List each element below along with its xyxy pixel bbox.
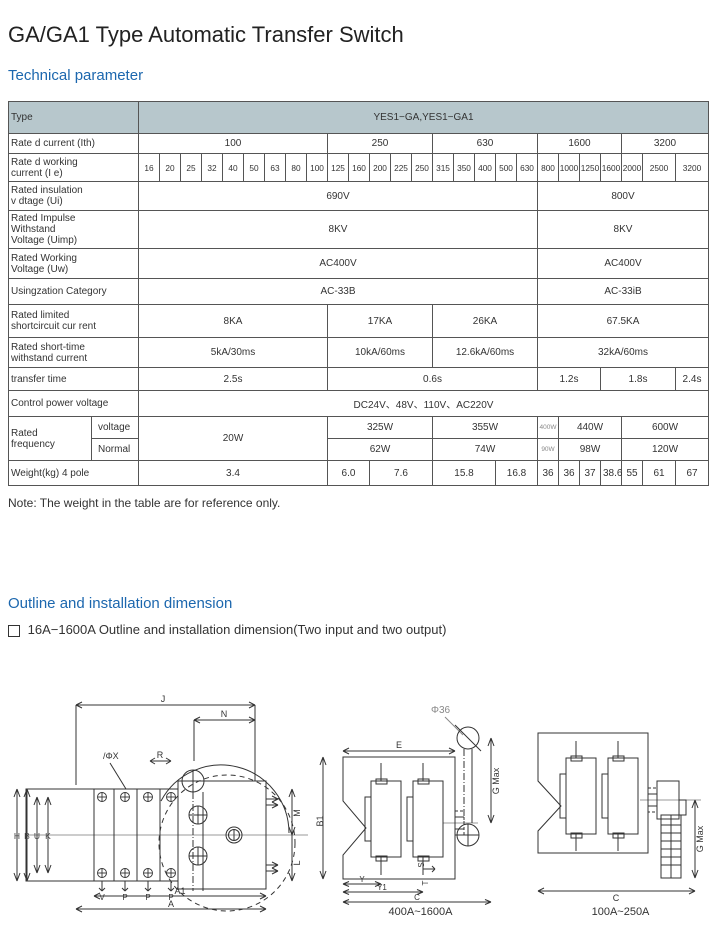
svg-text:M: M — [292, 809, 302, 817]
svg-text:Φ36: Φ36 — [431, 705, 451, 716]
svg-text:B: B — [24, 831, 30, 841]
svg-text:/ΦX: /ΦX — [103, 751, 119, 761]
svg-text:Y: Y — [359, 875, 365, 884]
svg-text:P: P — [122, 893, 127, 902]
svg-text:H: H — [14, 831, 20, 841]
svg-text:P: P — [145, 893, 150, 902]
svg-text:C: C — [613, 893, 620, 903]
svg-text:C: C — [414, 893, 420, 902]
svg-text:A1: A1 — [174, 886, 185, 896]
svg-text:T: T — [421, 880, 430, 885]
svg-text:A: A — [168, 899, 174, 909]
svg-text:G Max: G Max — [491, 767, 501, 794]
svg-text:S: S — [417, 862, 426, 867]
svg-text:B1: B1 — [315, 815, 325, 826]
svg-text:E: E — [396, 740, 402, 750]
svg-text:L: L — [292, 860, 302, 865]
svg-text:K: K — [45, 831, 51, 841]
svg-text:U: U — [34, 831, 40, 841]
svg-text:N: N — [221, 709, 228, 719]
svg-text:Y1: Y1 — [377, 883, 387, 892]
svg-text:V: V — [99, 893, 105, 902]
svg-text:J: J — [161, 694, 166, 704]
svg-text:R: R — [157, 750, 164, 760]
svg-text:G Max: G Max — [695, 825, 705, 852]
